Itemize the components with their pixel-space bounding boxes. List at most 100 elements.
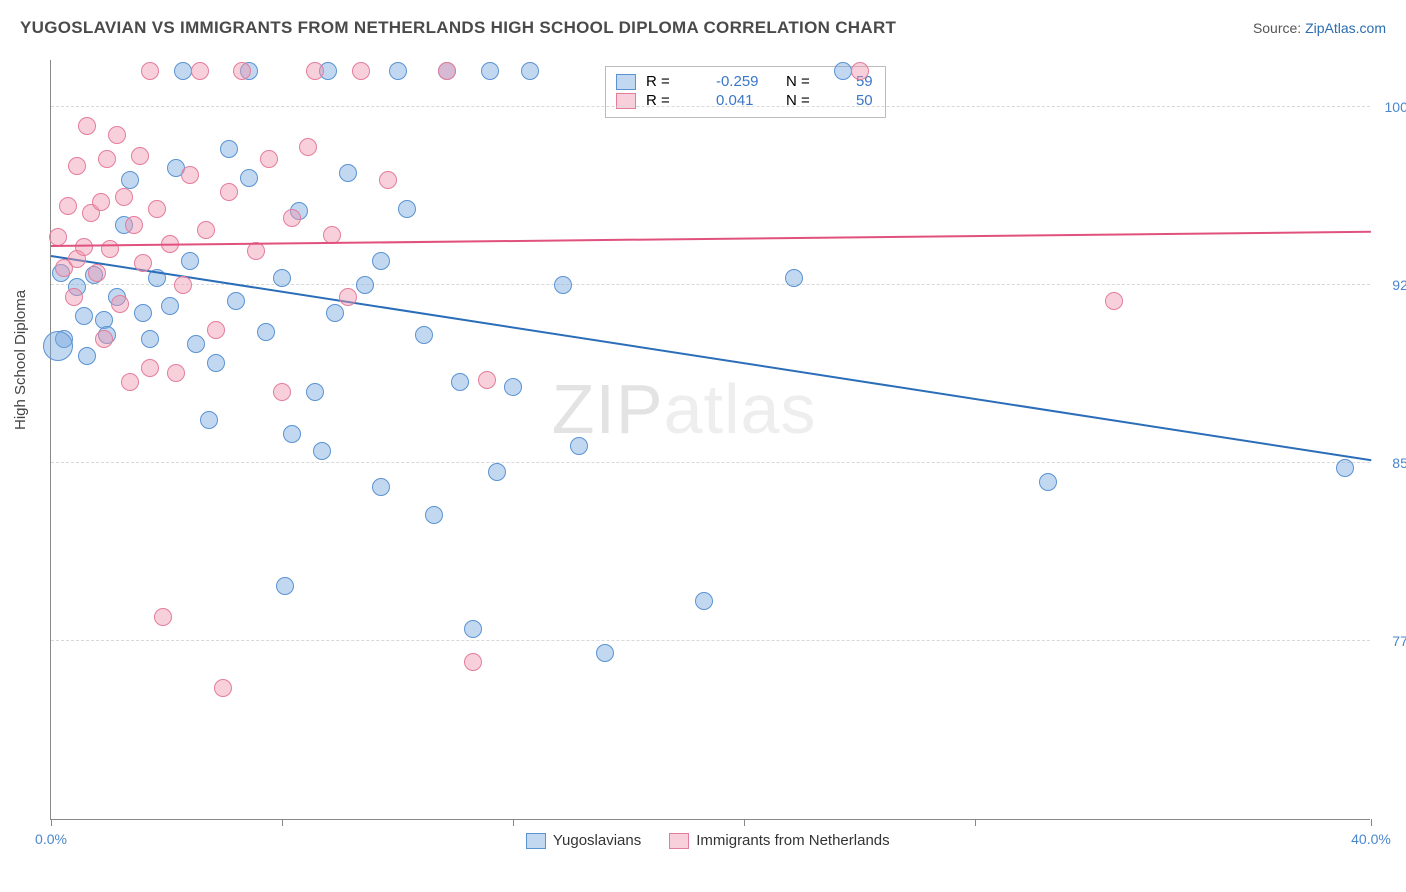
data-point [49, 228, 67, 246]
data-point [785, 269, 803, 287]
watermark-light: atlas [664, 370, 817, 448]
trendline-yugoslavians [51, 255, 1371, 461]
data-point [174, 276, 192, 294]
data-point [283, 209, 301, 227]
data-point [78, 347, 96, 365]
data-point [260, 150, 278, 168]
data-point [220, 140, 238, 158]
data-point [141, 359, 159, 377]
data-point [1039, 473, 1057, 491]
data-point [174, 62, 192, 80]
data-point [273, 383, 291, 401]
series-legend: Yugoslavians Immigrants from Netherlands [526, 832, 890, 849]
data-point [464, 620, 482, 638]
data-point [389, 62, 407, 80]
data-point [372, 252, 390, 270]
data-point [273, 269, 291, 287]
data-point [1336, 459, 1354, 477]
x-tick [744, 819, 745, 826]
swatch-yugoslavians [616, 74, 636, 90]
data-point [313, 442, 331, 460]
data-point [167, 364, 185, 382]
data-point [451, 373, 469, 391]
data-point [481, 62, 499, 80]
data-point [306, 383, 324, 401]
data-point [504, 378, 522, 396]
data-point [1105, 292, 1123, 310]
data-point [372, 478, 390, 496]
x-tick-label: 0.0% [35, 831, 67, 847]
data-point [356, 276, 374, 294]
stats-row-yugoslavians: R = -0.259 N = 59 [616, 73, 873, 90]
chart-header: YUGOSLAVIAN VS IMMIGRANTS FROM NETHERLAN… [20, 18, 1386, 38]
data-point [111, 295, 129, 313]
source-prefix: Source: [1253, 20, 1305, 36]
data-point [257, 323, 275, 341]
y-axis-label: High School Diploma [12, 290, 29, 430]
data-point [352, 62, 370, 80]
data-point [478, 371, 496, 389]
y-tick-label: 92.5% [1377, 277, 1406, 293]
legend-label-netherlands: Immigrants from Netherlands [696, 832, 889, 849]
data-point [339, 288, 357, 306]
data-point [131, 147, 149, 165]
gridline [51, 640, 1370, 641]
data-point [207, 321, 225, 339]
data-point [488, 463, 506, 481]
data-point [227, 292, 245, 310]
gridline [51, 284, 1370, 285]
data-point [695, 592, 713, 610]
source-link[interactable]: ZipAtlas.com [1305, 20, 1386, 36]
trendline-netherlands [51, 231, 1371, 247]
data-point [326, 304, 344, 322]
data-point [187, 335, 205, 353]
data-point [134, 304, 152, 322]
data-point [92, 193, 110, 211]
x-tick [975, 819, 976, 826]
data-point [59, 197, 77, 215]
data-point [161, 297, 179, 315]
data-point [65, 288, 83, 306]
data-point [108, 126, 126, 144]
data-point [570, 437, 588, 455]
data-point [181, 166, 199, 184]
legend-label-yugoslavians: Yugoslavians [553, 832, 641, 849]
data-point [214, 679, 232, 697]
r-label: R = [646, 73, 706, 90]
data-point [554, 276, 572, 294]
data-point [306, 62, 324, 80]
data-point [115, 188, 133, 206]
data-point [339, 164, 357, 182]
data-point [88, 264, 106, 282]
watermark-text: ZIPatlas [552, 369, 817, 449]
data-point [121, 373, 139, 391]
data-point [121, 171, 139, 189]
x-tick [282, 819, 283, 826]
y-tick-label: 100.0% [1377, 99, 1406, 115]
data-point [207, 354, 225, 372]
data-point [415, 326, 433, 344]
data-point [851, 62, 869, 80]
gridline [51, 106, 1370, 107]
data-point [75, 307, 93, 325]
data-point [98, 150, 116, 168]
data-point [521, 62, 539, 80]
data-point [464, 653, 482, 671]
data-point [247, 242, 265, 260]
x-tick [1371, 819, 1372, 826]
r-value-yugoslavians: -0.259 [716, 73, 776, 90]
data-point [425, 506, 443, 524]
data-point [596, 644, 614, 662]
watermark-bold: ZIP [552, 370, 664, 448]
data-point [299, 138, 317, 156]
chart-title: YUGOSLAVIAN VS IMMIGRANTS FROM NETHERLAN… [20, 18, 896, 38]
data-point [276, 577, 294, 595]
x-tick-label: 40.0% [1351, 831, 1391, 847]
data-point [141, 62, 159, 80]
data-point [68, 157, 86, 175]
data-point [43, 331, 73, 361]
data-point [78, 117, 96, 135]
data-point [379, 171, 397, 189]
data-point [134, 254, 152, 272]
data-point [101, 240, 119, 258]
